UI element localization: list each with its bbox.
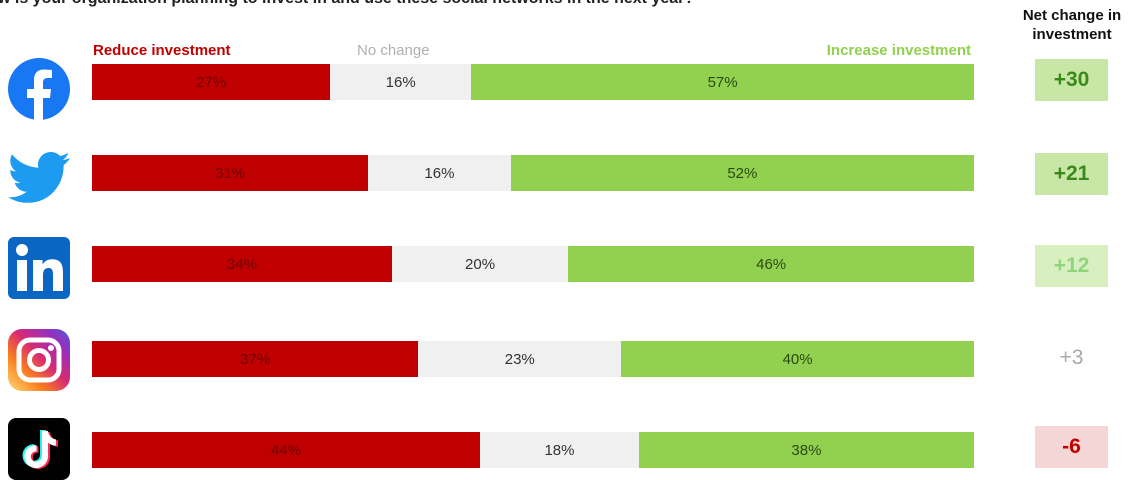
bar-segment-reduce-instagram: 37% [92,341,419,377]
data-label-reduce-tiktok: 44% [271,441,302,459]
data-label-increase-facebook: 57% [707,73,738,91]
data-label-increase-twitter: 52% [727,164,758,182]
bar-segment-reduce-twitter: 31% [92,155,369,191]
data-label-nochange-tiktok: 18% [544,441,575,459]
data-label-reduce-facebook: 27% [196,73,227,91]
data-label-nochange-facebook: 16% [385,73,416,91]
net-change-header-line2: investment [1032,26,1112,43]
net-change-header-line1: Net change in [1022,7,1122,24]
bar-segment-increase-twitter: 52% [510,155,974,191]
legend-reduce: Reduce investment [93,42,231,59]
chart-title: w is your organization planning to inves… [0,0,978,8]
bar-segment-nochange-tiktok: 18% [480,432,639,468]
bar-segment-increase-linkedin: 46% [568,246,974,282]
instagram-icon [8,329,70,391]
bar-segment-reduce-linkedin: 34% [92,246,392,282]
bar-row-tiktok: 44% 18% 38% [92,432,974,468]
data-label-nochange-instagram: 23% [504,350,535,368]
twitter-icon [8,152,70,203]
bar-segment-nochange-instagram: 23% [418,341,622,377]
bar-segment-reduce-tiktok: 44% [92,432,481,468]
data-label-increase-tiktok: 38% [791,441,822,459]
bar-segment-reduce-facebook: 27% [92,64,331,100]
bar-row-twitter: 31% 16% 52% [92,155,974,191]
data-label-increase-instagram: 40% [782,350,813,368]
net-change-facebook: +30 [1035,59,1108,101]
bar-row-facebook: 27% 16% 57% [92,64,974,100]
net-change-instagram: +3 [1035,337,1108,379]
bar-segment-increase-tiktok: 38% [638,432,974,468]
bar-segment-nochange-facebook: 16% [330,64,472,100]
net-change-tiktok: -6 [1035,426,1108,468]
net-change-header: Net change in investment [1012,6,1131,44]
legend-increase: Increase investment [826,42,971,59]
facebook-icon [8,58,70,120]
data-label-reduce-twitter: 31% [215,164,246,182]
data-label-nochange-twitter: 16% [424,164,455,182]
bar-segment-nochange-linkedin: 20% [391,246,569,282]
bar-segment-increase-facebook: 57% [471,64,974,100]
legend-nochange: No change [357,42,430,59]
bar-row-linkedin: 34% 20% 46% [92,246,974,282]
data-label-reduce-instagram: 37% [240,350,271,368]
bar-row-instagram: 37% 23% 40% [92,341,974,377]
tiktok-icon [8,418,70,480]
linkedin-icon [8,237,70,299]
net-change-twitter: +21 [1035,153,1108,195]
data-label-increase-linkedin: 46% [756,255,787,273]
net-change-linkedin: +12 [1035,245,1108,287]
data-label-reduce-linkedin: 34% [226,255,257,273]
bar-segment-increase-instagram: 40% [621,341,974,377]
bar-segment-nochange-twitter: 16% [368,155,511,191]
data-label-nochange-linkedin: 20% [465,255,496,273]
